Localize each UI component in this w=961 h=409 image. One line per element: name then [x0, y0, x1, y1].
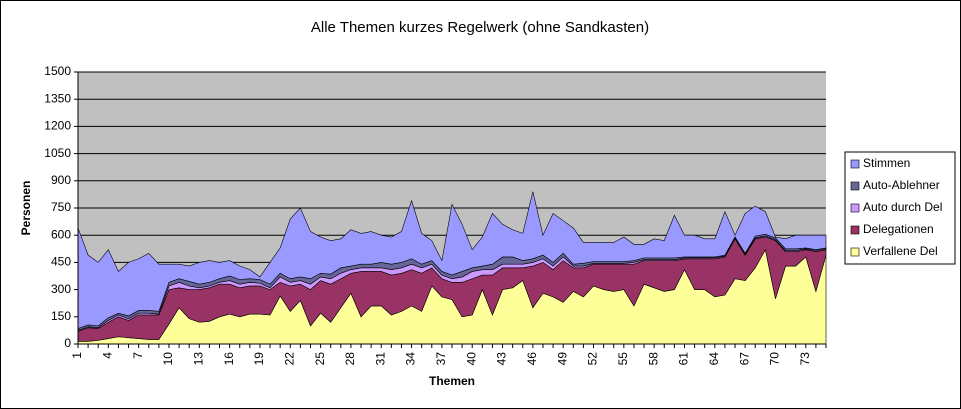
- legend-box: [844, 151, 956, 265]
- x-tick-label: 7: [131, 352, 145, 359]
- legend-swatch: [850, 225, 860, 235]
- x-tick-label: 31: [373, 352, 387, 366]
- x-tick-label: 37: [434, 352, 448, 366]
- legend-swatch: [850, 159, 860, 169]
- legend-swatch: [850, 181, 860, 191]
- x-tick-label: 58: [646, 352, 660, 366]
- x-tick-label: 52: [586, 352, 600, 366]
- y-tick-label: 1500: [44, 64, 71, 78]
- legend-label: Auto-Ablehner: [863, 178, 940, 192]
- x-tick-label: 40: [464, 352, 478, 366]
- legend-label: Stimmen: [863, 156, 910, 170]
- x-tick-label: 10: [161, 352, 175, 366]
- chart-title: Alle Themen kurzes Regelwerk (ohne Sandk…: [311, 19, 649, 36]
- x-tick-label: 64: [707, 352, 721, 366]
- x-tick-label: 61: [677, 352, 691, 366]
- y-tick-label: 0: [64, 336, 71, 350]
- x-tick-label: 25: [313, 352, 327, 366]
- y-tick-label: 1350: [44, 91, 71, 105]
- area: [77, 191, 827, 330]
- y-tick-label: 900: [51, 173, 71, 187]
- x-tick-label: 34: [404, 352, 418, 366]
- x-tick-label: 73: [798, 352, 812, 366]
- legend-label: Verfallene Del: [863, 244, 938, 258]
- legend-label: Delegationen: [863, 222, 934, 236]
- y-tick-label: 750: [51, 200, 71, 214]
- x-tick-label: 49: [555, 352, 569, 366]
- x-tick-label: 55: [616, 352, 630, 366]
- x-tick-label: 28: [343, 352, 357, 366]
- y-axis-label: Personen: [19, 181, 33, 236]
- x-tick-label: 22: [282, 352, 296, 366]
- x-tick-label: 43: [495, 352, 509, 366]
- x-tick-label: 70: [768, 352, 782, 366]
- x-tick-label: 13: [191, 352, 205, 366]
- x-tick-label: 1: [70, 352, 84, 359]
- y-tick-label: 450: [51, 255, 71, 269]
- y-tick-label: 300: [51, 282, 71, 296]
- x-axis-label: Themen: [429, 374, 475, 388]
- x-tick-label: 4: [100, 352, 114, 359]
- x-tick-label: 19: [252, 352, 266, 366]
- y-tick-label: 600: [51, 227, 71, 241]
- legend-label: Auto durch Del: [863, 200, 942, 214]
- y-tick-label: 150: [51, 309, 71, 323]
- y-tick-label: 1200: [44, 119, 71, 133]
- x-tick-label: 67: [737, 352, 751, 366]
- y-tick-label: 1050: [44, 146, 71, 160]
- legend-swatch: [850, 247, 860, 257]
- legend-swatch: [850, 203, 860, 213]
- x-tick-label: 46: [525, 352, 539, 366]
- x-tick-label: 16: [222, 352, 236, 366]
